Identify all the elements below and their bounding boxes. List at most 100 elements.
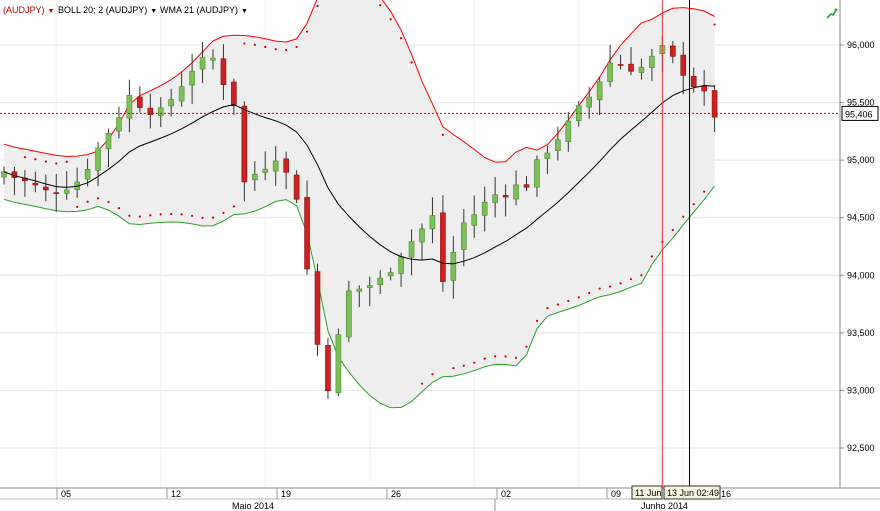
sar-dot — [191, 214, 194, 217]
sar-dot — [232, 205, 235, 208]
symbol-label: (AUDJPY) — [3, 5, 45, 15]
parabolic-sar — [23, 4, 716, 385]
candle — [178, 71, 185, 107]
candle — [471, 195, 478, 238]
sar-dot — [222, 211, 225, 215]
sar-dot — [23, 156, 26, 159]
candle-body — [440, 212, 446, 282]
candle — [42, 174, 49, 202]
sar-dot — [473, 361, 476, 364]
candle-body — [63, 189, 70, 194]
candle — [534, 155, 540, 197]
sar-dot — [410, 61, 413, 64]
sar-dot — [170, 212, 173, 216]
sar-dot — [400, 37, 403, 40]
candle-body — [450, 251, 457, 281]
candle-body — [586, 96, 593, 108]
candle-body — [325, 344, 331, 391]
dropdown-caret-icon: ▼ — [150, 8, 158, 15]
candle — [680, 42, 687, 95]
candle — [105, 128, 112, 168]
sar-dot — [514, 356, 518, 359]
candle — [555, 126, 561, 161]
candle — [32, 171, 39, 193]
sar-dot — [264, 45, 267, 48]
x-axis: 05 12 19 26 02 09 16 Maio 2014 Junho 2014 — [0, 487, 880, 511]
bollinger-upper-band — [3, 0, 715, 163]
sar-dot — [420, 382, 424, 385]
candle-body — [199, 57, 206, 70]
candle-body — [53, 192, 60, 194]
candlestick-series — [1, 35, 718, 399]
sar-dot — [462, 364, 465, 367]
candle-body — [126, 95, 133, 119]
candle — [690, 67, 697, 93]
candle — [502, 184, 509, 217]
sar-dot — [640, 274, 643, 277]
boll-label: BOLL 20; 2 (AUDJPY) — [58, 5, 148, 15]
candle — [210, 49, 216, 70]
sar-dot — [525, 345, 528, 348]
symbol-legend[interactable]: (AUDJPY) ▼ — [3, 5, 54, 15]
candle-body — [628, 63, 634, 72]
candle — [126, 79, 133, 133]
dropdown-caret-icon: ▼ — [241, 8, 248, 15]
y-tick-label: 93,500 — [847, 328, 875, 338]
wma-label: WMA 21 (AUDJPY) — [160, 5, 239, 15]
crosshair-label-1: 11 Jun — [635, 488, 661, 498]
candle-body — [314, 271, 321, 345]
candle-body — [231, 81, 237, 107]
candle — [429, 197, 436, 244]
sar-dot — [494, 355, 497, 358]
candle-body — [210, 57, 216, 61]
y-tick-label: 93,000 — [847, 385, 875, 395]
candle — [669, 41, 676, 64]
crosshair-label-frame-1 — [631, 485, 663, 500]
candle — [377, 270, 384, 294]
candle-body — [419, 228, 425, 243]
candle — [481, 186, 488, 232]
candle-body — [429, 215, 436, 230]
trend-arrow-icon[interactable] — [826, 7, 838, 19]
sar-dot — [504, 355, 507, 358]
sar-dot — [441, 133, 444, 137]
sar-dot — [629, 278, 633, 281]
sar-dot — [577, 296, 580, 299]
candle — [366, 276, 373, 307]
candle-body — [502, 195, 509, 198]
sar-dot — [253, 43, 256, 46]
candle — [293, 170, 300, 204]
candle — [304, 180, 310, 275]
sar-dot — [452, 367, 455, 370]
boll-legend[interactable]: BOLL 20; 2 (AUDJPY) ▼ — [58, 5, 157, 15]
x-day-label: 09 — [611, 489, 621, 499]
candle-body — [596, 81, 603, 101]
candle-body — [116, 117, 122, 132]
candle — [314, 263, 321, 356]
sar-dot — [305, 30, 309, 33]
sar-dot — [55, 162, 58, 165]
sar-dot — [567, 299, 570, 303]
candle-body — [460, 222, 467, 250]
sar-dot — [609, 285, 612, 288]
candle-body — [262, 168, 269, 173]
candle-body — [534, 159, 540, 188]
sar-dot — [44, 160, 47, 163]
y-tick-label: 94,000 — [847, 270, 875, 280]
x-day-label: 16 — [721, 489, 731, 499]
candle — [649, 49, 655, 82]
candle — [440, 195, 446, 292]
candle-body — [147, 107, 154, 115]
sar-dot — [316, 4, 319, 8]
candle-body — [638, 67, 645, 73]
candle-body — [105, 133, 112, 150]
candle — [450, 236, 457, 299]
candle-body — [356, 288, 363, 292]
candle-body — [649, 55, 655, 68]
wma-legend[interactable]: WMA 21 (AUDJPY) ▼ — [160, 5, 248, 15]
sar-dot — [379, 4, 382, 7]
candle-body — [366, 285, 373, 288]
candle — [241, 101, 248, 202]
candle-body — [544, 152, 551, 159]
